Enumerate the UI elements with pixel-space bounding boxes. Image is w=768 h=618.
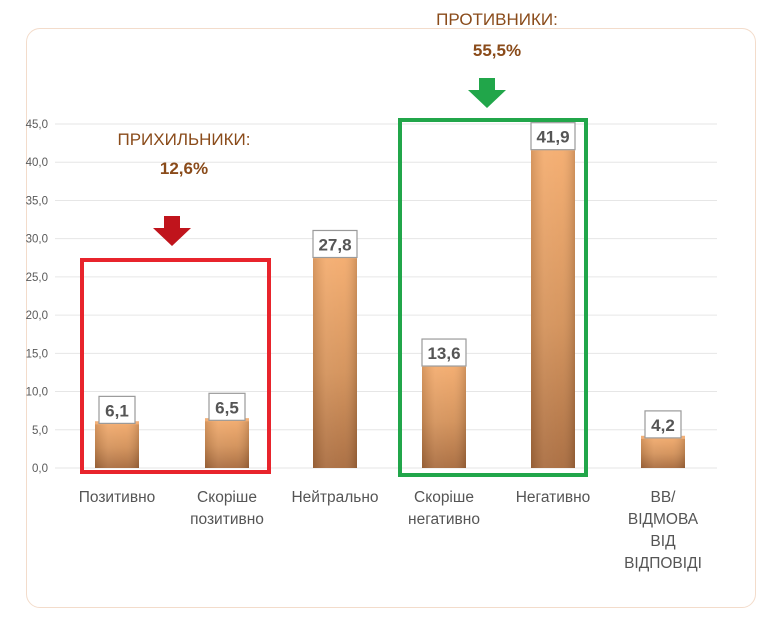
data-label: 6,5: [208, 392, 246, 421]
y-tick-label: 10,0: [26, 387, 48, 399]
y-tick-label: 25,0: [26, 272, 48, 284]
data-label-box: [98, 395, 136, 424]
data-label-box: [208, 392, 246, 421]
data-label-text: 4,2: [651, 416, 675, 435]
data-label-text: 27,8: [318, 235, 351, 254]
y-tick-label: 40,0: [26, 157, 48, 169]
data-label-box: [644, 410, 682, 439]
bar-shade: [313, 255, 357, 468]
bar: [95, 421, 139, 468]
y-tick-label: 15,0: [26, 348, 48, 360]
bar-shade: [205, 418, 249, 468]
data-label-text: 6,5: [215, 398, 239, 417]
group-share: 55,5%: [473, 41, 521, 60]
bar: [422, 364, 466, 468]
y-tick-label: 45,0: [26, 119, 48, 131]
data-label: 6,1: [98, 395, 136, 424]
group-title: ПРОТИВНИКИ:: [436, 10, 558, 29]
bar-shade: [422, 364, 466, 468]
x-category-label: Нейтрально: [291, 489, 378, 506]
bar: [205, 418, 249, 468]
group-title: ПРИХИЛЬНИКИ:: [118, 130, 251, 149]
bar: [313, 255, 357, 468]
bar-shade: [641, 435, 685, 468]
y-tick-label: 35,0: [26, 195, 48, 207]
groups: ПРИХИЛЬНИКИ: 12,6% ПРОТИВНИКИ: 55,5%: [80, 10, 588, 477]
x-category-label: Скоріше позитивно: [190, 489, 264, 528]
bar: [531, 147, 575, 468]
data-label-text: 13,6: [427, 344, 460, 363]
down-arrow-icon: [153, 216, 191, 246]
bar-shade: [95, 421, 139, 468]
bar-shade: [531, 147, 575, 468]
x-category-label: ВВ/ВІДМОВА ВІД ВІДПОВІДІ: [624, 489, 702, 572]
x-category-label: Скоріше негативно: [408, 489, 480, 528]
x-category-label: Позитивно: [79, 489, 156, 506]
chart-frame: [26, 28, 756, 608]
y-axis-ticks: 0,0 5,0 10,0 15,0 20,0 25,0 30,0 35,0 40,0 45,0: [26, 119, 48, 475]
bar: [641, 435, 685, 468]
data-label: 4,2: [644, 410, 682, 439]
data-label-box: [530, 122, 576, 151]
down-arrow-icon: [468, 78, 506, 108]
group-share: 12,6%: [160, 159, 208, 178]
bars: [95, 147, 685, 468]
data-label: 13,6: [421, 338, 467, 367]
y-tick-label: 20,0: [26, 310, 48, 322]
data-label-box: [421, 338, 467, 367]
data-label-text: 6,1: [105, 401, 129, 420]
data-label-box: [312, 229, 358, 259]
data-labels: 6,1 6,5 27,8 13,6 41,9 4,2: [98, 122, 682, 439]
y-tick-label: 0,0: [32, 463, 48, 475]
group-box: [398, 118, 588, 477]
data-label: 27,8: [312, 229, 358, 259]
x-axis-categories: Позитивно Скоріше позитивно Нейтрально Скорі…: [79, 489, 702, 572]
group-box: [80, 258, 271, 474]
data-label-text: 41,9: [536, 128, 569, 147]
y-tick-label: 30,0: [26, 234, 48, 246]
data-label: 41,9: [530, 122, 576, 151]
gridlines: [55, 123, 717, 469]
x-category-label: Негативно: [516, 489, 591, 506]
y-tick-label: 5,0: [32, 425, 48, 437]
